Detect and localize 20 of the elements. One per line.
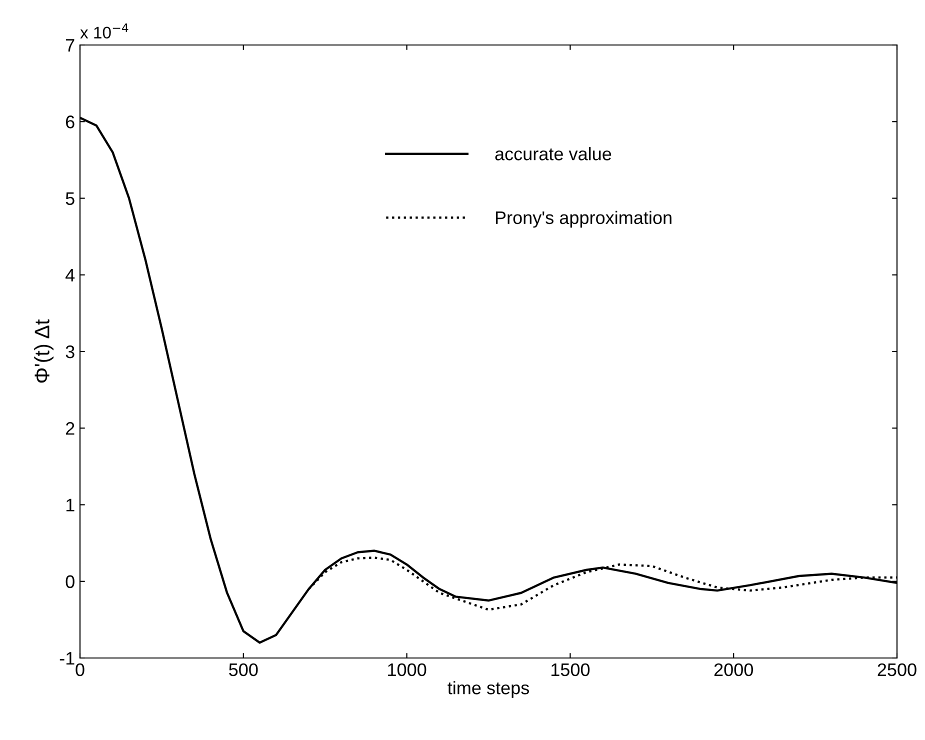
y-tick-label: 1 (66, 498, 74, 512)
legend-label: Prony's approximation (496, 210, 672, 228)
y-tick-label: 3 (66, 345, 74, 358)
y-tick-label: 5 (66, 192, 74, 205)
x-tick-label: 2500 (878, 663, 916, 676)
y-tick-label: 2 (66, 422, 74, 435)
text: x 10$^{−4}$ (80, 23, 128, 39)
x-tick-label: 2000 (714, 663, 753, 676)
x-axis-title: time steps (448, 681, 529, 698)
y-tick-label: 0 (66, 575, 74, 588)
legend-label: accurate value (495, 147, 612, 160)
x-tick-label: 0 (76, 663, 84, 676)
y-tick-label: 4 (66, 268, 75, 282)
y-tick-label: 6 (66, 116, 74, 128)
x-tick-label: 500 (229, 663, 258, 676)
x-tick-label: 1000 (388, 663, 426, 676)
y-tick-label: -1 (60, 652, 74, 665)
y-tick-label: 7 (66, 39, 74, 52)
y-axis-title: Φ'(t) Δt (34, 319, 54, 383)
x-tick-label: 1500 (551, 663, 590, 676)
